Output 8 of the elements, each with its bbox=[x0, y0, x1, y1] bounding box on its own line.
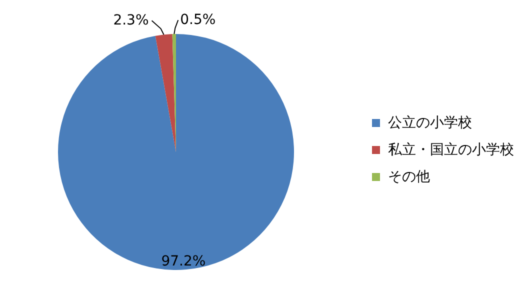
legend-label: 公立の小学校 bbox=[388, 114, 472, 132]
legend-label: 私立・国立の小学校 bbox=[388, 141, 514, 159]
data-label: 0.5% bbox=[180, 12, 216, 28]
data-label: 97.2% bbox=[161, 254, 206, 270]
legend-label: その他 bbox=[388, 168, 430, 186]
pie-slice bbox=[58, 34, 294, 270]
data-label: 2.3% bbox=[113, 12, 149, 29]
pie-slice bbox=[155, 34, 176, 152]
